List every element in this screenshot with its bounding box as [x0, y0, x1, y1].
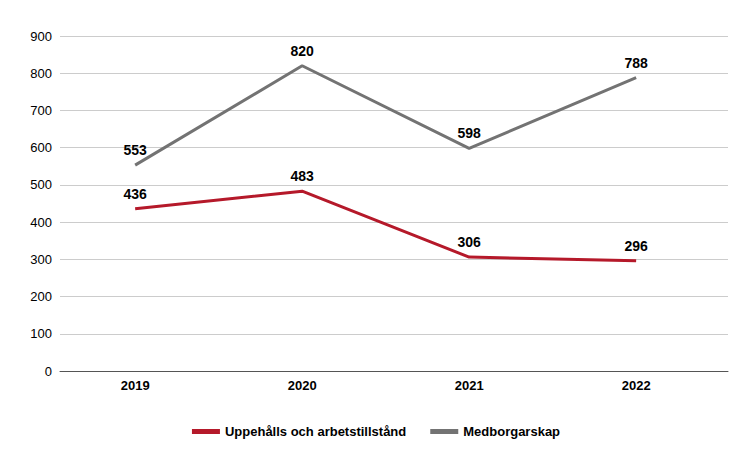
svg-text:296: 296	[624, 238, 648, 254]
svg-text:900: 900	[30, 29, 52, 44]
svg-text:200: 200	[30, 289, 52, 304]
svg-text:800: 800	[30, 66, 52, 81]
svg-text:700: 700	[30, 103, 52, 118]
svg-text:306: 306	[457, 234, 481, 250]
svg-text:300: 300	[30, 252, 52, 267]
svg-text:2022: 2022	[622, 378, 651, 393]
svg-text:820: 820	[290, 43, 314, 59]
svg-text:600: 600	[30, 140, 52, 155]
svg-text:2020: 2020	[288, 378, 317, 393]
svg-text:553: 553	[123, 142, 147, 158]
svg-text:2019: 2019	[121, 378, 150, 393]
svg-text:598: 598	[457, 125, 481, 141]
svg-text:100: 100	[30, 326, 52, 341]
svg-text:436: 436	[123, 186, 147, 202]
svg-text:788: 788	[624, 55, 648, 71]
svg-text:0: 0	[45, 364, 52, 379]
svg-text:400: 400	[30, 215, 52, 230]
svg-text:483: 483	[290, 168, 314, 184]
svg-text:500: 500	[30, 177, 52, 192]
svg-text:2021: 2021	[455, 378, 484, 393]
svg-text:Uppehålls och arbetstillstånd: Uppehålls och arbetstillstånd	[225, 424, 406, 439]
svg-text:Medborgarskap: Medborgarskap	[463, 424, 560, 439]
